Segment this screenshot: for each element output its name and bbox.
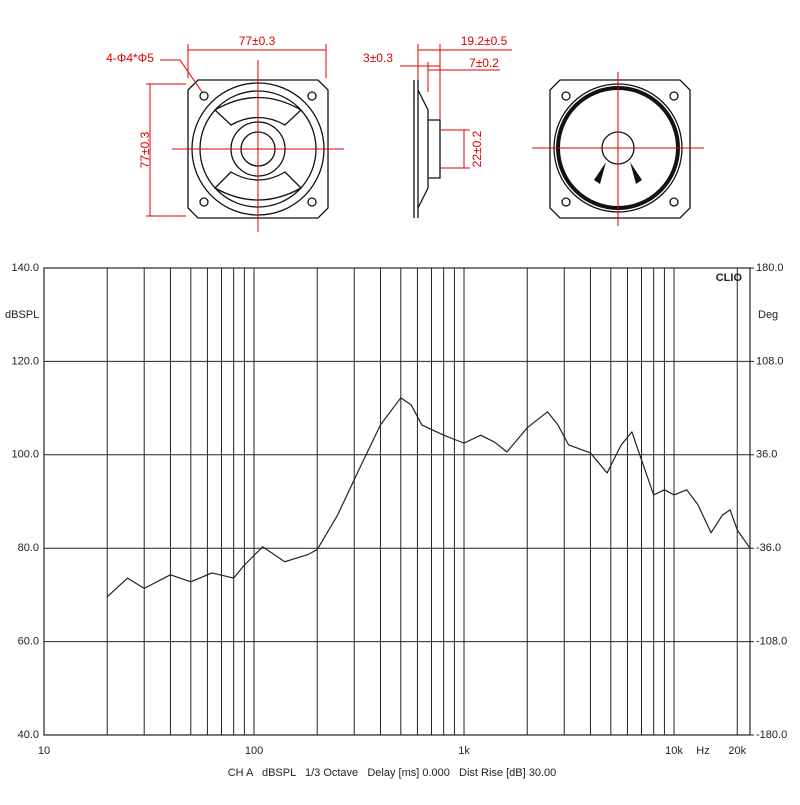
y-tick-label: 60.0 [18,636,39,648]
x-tick-label: 1k [458,745,470,757]
y2-tick-label: -180.0 [756,729,787,741]
frequency-response: dBSPL Deg CLIO Hz CH A dBSPL 1/3 Octave … [5,262,787,779]
dim-label: 22±0.2 [470,130,484,167]
y2-tick-label: 108.0 [756,355,784,367]
side-view [413,80,441,218]
y2-tick-label: -36.0 [756,542,781,554]
dim-label: 3±0.3 [363,51,393,65]
y-tick-label: 140.0 [11,262,39,274]
dim-label: 19.2±0.5 [461,34,508,48]
x-tick-label: 20k [728,745,746,757]
brand: CLIO [716,272,743,284]
y-tick-label: 80.0 [18,542,39,554]
footer: CH A dBSPL 1/3 Octave Delay [ms] 0.000 D… [228,767,557,779]
dim-label: 7±0.2 [469,56,499,70]
back-view [549,79,691,219]
y-tick-label: 40.0 [18,729,39,741]
y2-tick-label: 36.0 [756,449,777,461]
dim-label: 77±0.3 [239,34,276,48]
y-axis-label: dBSPL [5,309,39,321]
y2-axis-label: Deg [758,309,778,321]
x-tick-label: 10k [665,745,683,757]
y2-tick-label: 180.0 [756,262,784,274]
y-tick-label: 120.0 [11,355,39,367]
plot-frame [43,267,751,736]
response-line [106,397,751,598]
y-tick-label: 100.0 [11,449,39,461]
x-unit: Hz [696,745,709,757]
dim-label: 4-Φ4*Φ5 [106,51,154,65]
x-tick-label: 10 [38,745,50,757]
x-tick-label: 100 [245,745,263,757]
y2-tick-label: -108.0 [756,636,787,648]
dimensions: 77±0.3 4-Φ4*Φ5 77±0.3 3±0.3 19.2±0.5 7±0… [106,34,704,232]
dim-label: 77±0.3 [138,131,152,168]
